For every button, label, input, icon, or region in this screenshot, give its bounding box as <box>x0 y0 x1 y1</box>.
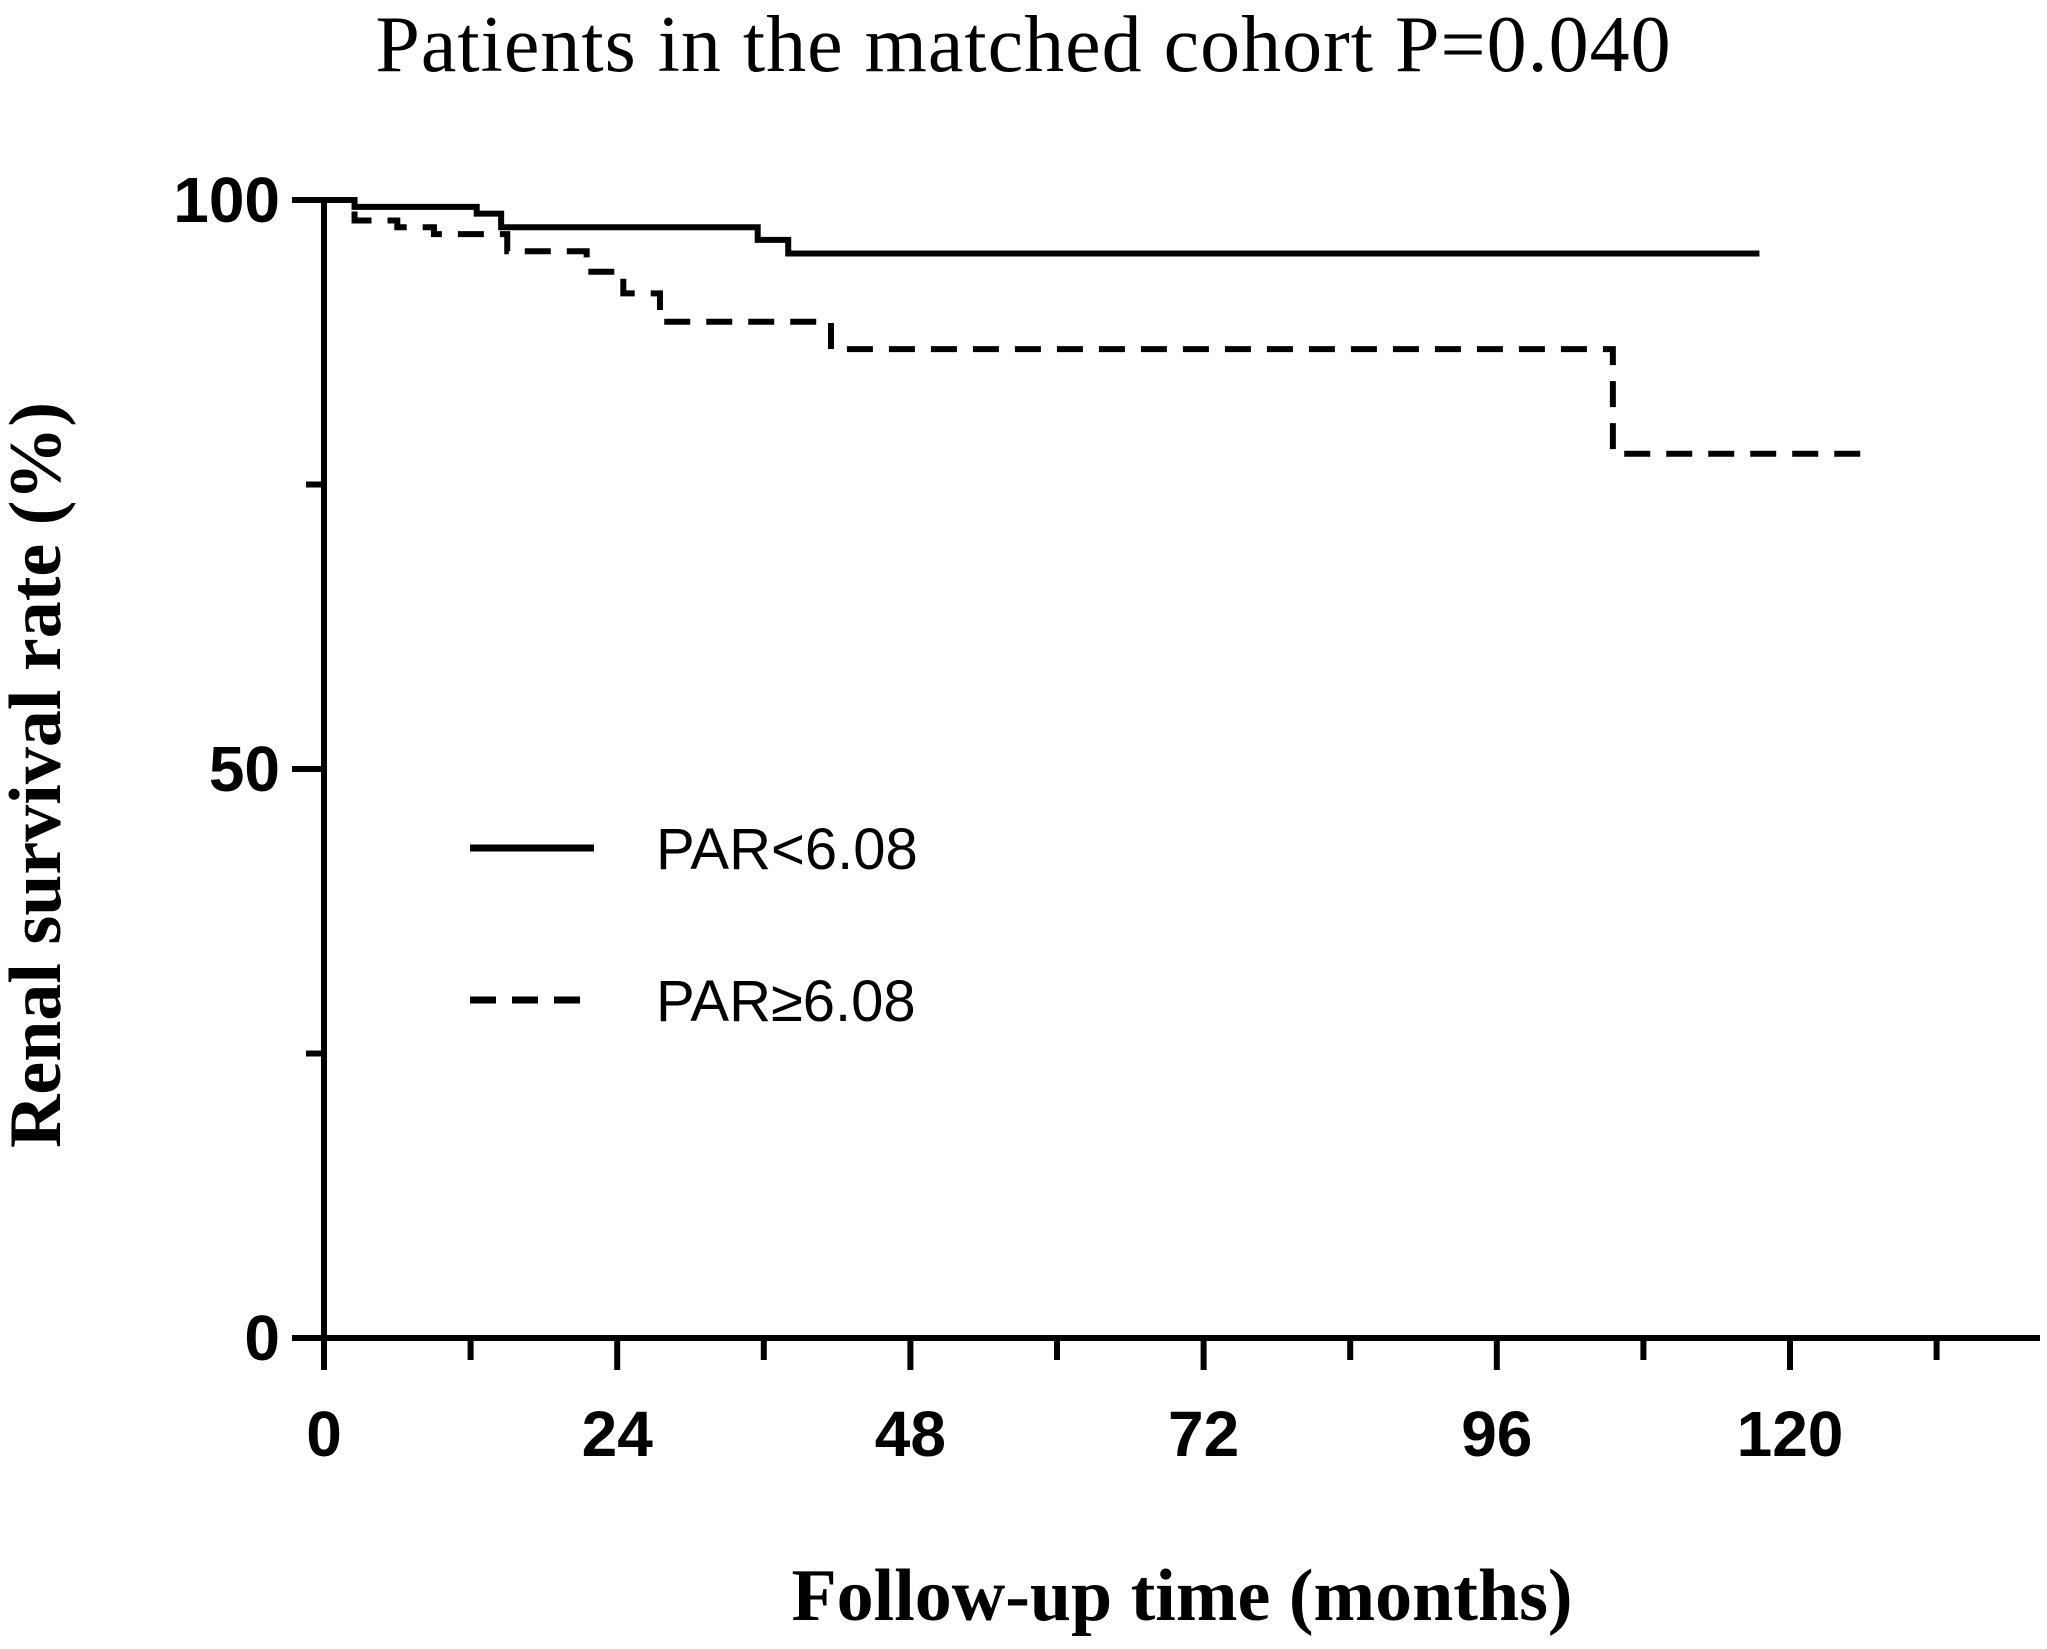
y-tick-label: 0 <box>244 1302 280 1374</box>
chart-title: Patients in the matched cohort P=0.040 <box>375 1 1672 89</box>
legend-label: PAR≥6.08 <box>656 969 916 1034</box>
x-tick-label: 24 <box>582 1398 654 1470</box>
legend-label: PAR<6.08 <box>656 817 918 882</box>
x-tick-label: 48 <box>875 1398 946 1470</box>
series-line-par-above <box>324 197 1870 457</box>
y-tick-label: 100 <box>173 164 280 236</box>
x-tick-label: 120 <box>1737 1398 1844 1470</box>
x-axis-title: Follow-up time (months) <box>791 1555 1572 1637</box>
x-tick-label: 72 <box>1168 1398 1239 1470</box>
legend: PAR<6.08 PAR≥6.08 <box>470 817 918 1034</box>
series-layer <box>324 197 1870 457</box>
x-tick-label: 0 <box>306 1398 342 1470</box>
y-tick-label: 50 <box>209 733 280 805</box>
series-line-par-below <box>324 197 1760 257</box>
y-axis-title: Renal survival rate (%) <box>0 402 77 1148</box>
axes: 0 50 100 0 24 48 72 96 120 <box>173 164 2040 1470</box>
x-tick-label: 96 <box>1461 1398 1532 1470</box>
